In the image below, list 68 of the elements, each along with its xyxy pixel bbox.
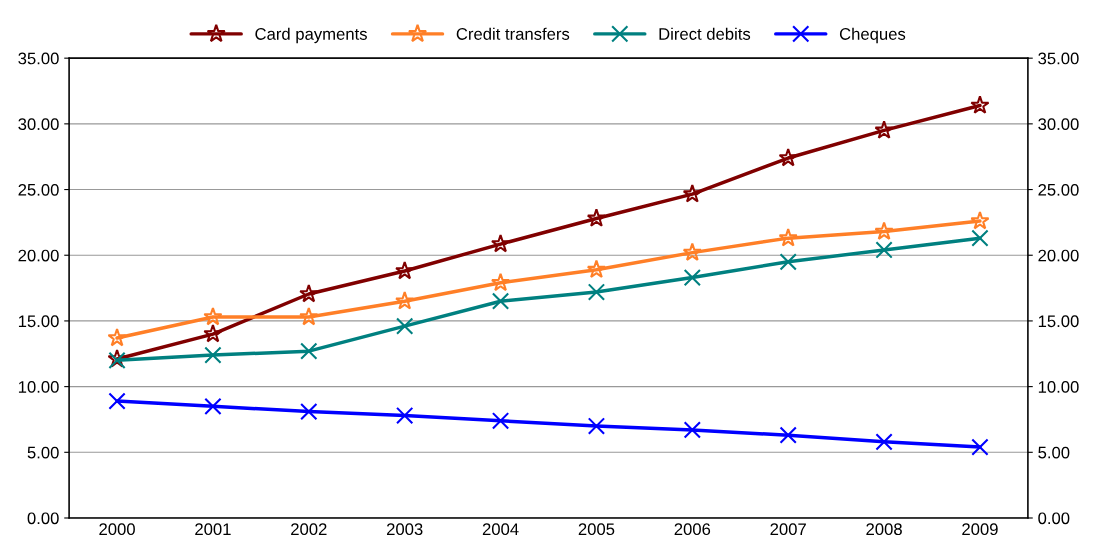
point <box>204 397 222 415</box>
point <box>203 323 223 343</box>
x-tick-label: 2007 <box>770 523 806 536</box>
point <box>491 292 510 310</box>
point <box>874 221 894 240</box>
x-tick-label: 2009 <box>962 523 998 536</box>
point <box>203 306 223 326</box>
point <box>586 208 607 227</box>
x-tick-label: 2005 <box>578 523 615 536</box>
point <box>970 211 990 230</box>
point <box>490 234 511 253</box>
point <box>971 438 989 456</box>
point <box>778 228 798 247</box>
x-tick-label: 2008 <box>866 523 902 536</box>
point <box>682 242 702 261</box>
y2-tick-label: 20.00 <box>1038 249 1079 262</box>
point <box>491 412 510 430</box>
x-tick-label: 2006 <box>674 523 711 536</box>
point <box>778 147 798 167</box>
point <box>107 327 127 347</box>
y-tick-label: 30.00 <box>18 118 59 131</box>
y-tick-label: 25.00 <box>18 183 59 196</box>
legend-label: Direct debits <box>659 27 751 40</box>
y2-tick-label: 5.00 <box>1038 446 1070 459</box>
point <box>874 120 894 139</box>
point <box>300 402 318 421</box>
y-tick-label: 20.00 <box>18 249 59 262</box>
y2-tick-label: 25.00 <box>1038 183 1079 196</box>
x-tick-label: 2001 <box>195 523 231 536</box>
point <box>682 184 702 203</box>
legend-label: Credit transfers <box>456 27 570 40</box>
x-tick-label: 2004 <box>482 523 519 536</box>
y-tick-label: 10.00 <box>18 381 59 393</box>
point <box>395 260 415 280</box>
legend-label: Card payments <box>255 27 367 44</box>
point <box>395 291 415 310</box>
x-tick-label: 2003 <box>386 523 423 536</box>
point <box>396 317 414 335</box>
y2-tick-label: 10.00 <box>1038 381 1079 393</box>
y2-tick-label: 0.00 <box>1038 512 1070 525</box>
y2-tick-label: 15.00 <box>1038 315 1079 328</box>
point <box>971 229 989 247</box>
point <box>300 342 318 360</box>
point <box>108 392 126 410</box>
point <box>779 253 797 271</box>
point <box>875 241 893 259</box>
point <box>204 346 222 364</box>
point <box>587 283 606 301</box>
point <box>587 417 606 435</box>
point <box>396 406 414 425</box>
point <box>970 95 990 114</box>
y-tick-label: 15.00 <box>18 315 59 328</box>
y-tick-label: 0.00 <box>27 512 59 525</box>
y2-tick-label: 30.00 <box>1038 118 1079 131</box>
y-tick-label: 5.00 <box>27 446 59 459</box>
point <box>683 421 701 439</box>
point <box>875 433 893 451</box>
legend-label: Cheques <box>839 27 906 44</box>
point <box>490 272 511 292</box>
y2-tick-label: 35.00 <box>1038 52 1079 65</box>
x-tick-label: 2000 <box>99 523 135 536</box>
point <box>779 426 797 444</box>
point <box>299 306 319 326</box>
x-tick-label: 2002 <box>291 523 327 536</box>
y-tick-label: 35.00 <box>18 52 59 65</box>
point <box>299 283 319 303</box>
point <box>683 268 701 287</box>
point <box>586 259 607 279</box>
